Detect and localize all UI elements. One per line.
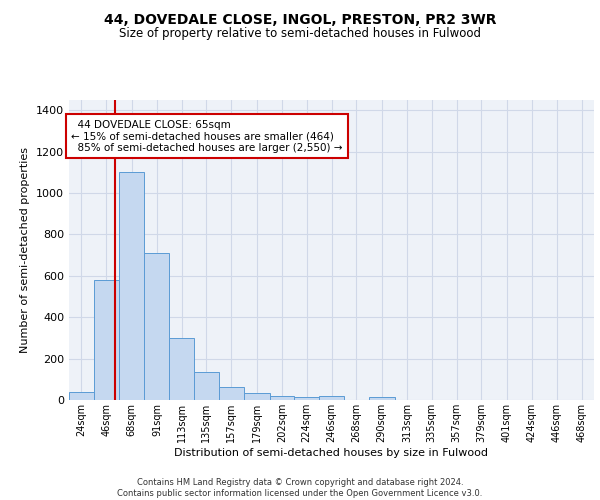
Y-axis label: Number of semi-detached properties: Number of semi-detached properties — [20, 147, 31, 353]
Bar — [69, 392, 94, 400]
Bar — [169, 338, 194, 400]
Bar — [319, 396, 344, 400]
Bar — [194, 372, 219, 400]
X-axis label: Distribution of semi-detached houses by size in Fulwood: Distribution of semi-detached houses by … — [175, 448, 488, 458]
Bar — [219, 386, 244, 400]
Bar — [368, 397, 395, 400]
Text: Size of property relative to semi-detached houses in Fulwood: Size of property relative to semi-detach… — [119, 28, 481, 40]
Text: Contains HM Land Registry data © Crown copyright and database right 2024.
Contai: Contains HM Land Registry data © Crown c… — [118, 478, 482, 498]
Bar — [119, 172, 145, 400]
Text: 44, DOVEDALE CLOSE, INGOL, PRESTON, PR2 3WR: 44, DOVEDALE CLOSE, INGOL, PRESTON, PR2 … — [104, 12, 496, 26]
Bar — [94, 280, 119, 400]
Bar — [145, 253, 169, 400]
Bar — [269, 396, 295, 400]
Bar — [295, 397, 319, 400]
Bar — [244, 394, 269, 400]
Text: 44 DOVEDALE CLOSE: 65sqm
← 15% of semi-detached houses are smaller (464)
  85% o: 44 DOVEDALE CLOSE: 65sqm ← 15% of semi-d… — [71, 120, 343, 153]
